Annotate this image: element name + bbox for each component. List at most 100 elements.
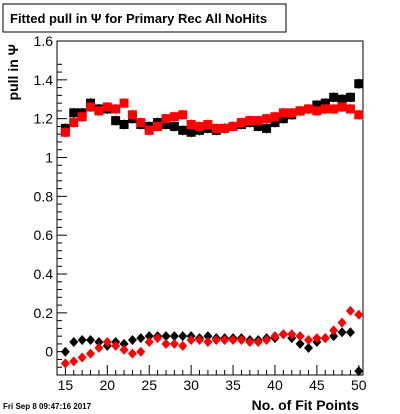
square-marker bbox=[127, 110, 137, 120]
square-marker bbox=[354, 79, 364, 89]
y-tick-label: 0.4 bbox=[34, 266, 54, 282]
diamond-marker bbox=[153, 333, 163, 344]
diamond-marker bbox=[69, 356, 79, 367]
diamond-marker bbox=[304, 335, 314, 346]
x-tick-label: 45 bbox=[309, 377, 325, 393]
diamond-marker bbox=[304, 342, 314, 353]
square-marker bbox=[153, 121, 163, 131]
diamond-marker bbox=[144, 336, 154, 347]
diamond-marker bbox=[102, 336, 112, 347]
square-marker bbox=[69, 118, 79, 128]
x-tick-label: 50 bbox=[351, 377, 367, 393]
square-marker bbox=[203, 120, 213, 129]
y-tick-label: 1.4 bbox=[34, 72, 54, 88]
square-marker bbox=[337, 102, 347, 112]
square-marker bbox=[195, 121, 205, 131]
square-marker bbox=[211, 123, 221, 133]
diamond-marker bbox=[144, 331, 154, 342]
square-marker bbox=[287, 108, 297, 118]
square-marker bbox=[354, 110, 364, 120]
square-marker bbox=[329, 92, 339, 102]
square-marker bbox=[320, 104, 330, 114]
square-marker bbox=[345, 92, 355, 102]
x-tick-label: 30 bbox=[183, 377, 199, 393]
diamond-marker bbox=[262, 335, 272, 346]
square-marker bbox=[119, 120, 129, 129]
square-marker bbox=[186, 120, 196, 129]
diamond-marker bbox=[161, 331, 171, 342]
square-marker bbox=[111, 104, 121, 114]
square-marker bbox=[60, 127, 70, 137]
timestamp: Fri Sep 8 09:47:16 2017 bbox=[3, 402, 92, 411]
diamond-marker bbox=[169, 331, 179, 342]
x-tick-label: 35 bbox=[225, 377, 241, 393]
square-marker bbox=[111, 116, 121, 126]
title-box bbox=[2, 3, 287, 33]
square-marker bbox=[178, 110, 188, 120]
square-marker bbox=[312, 100, 322, 110]
diamond-marker bbox=[77, 352, 87, 363]
y-tick-label: 1.2 bbox=[34, 111, 54, 127]
diamond-marker bbox=[94, 342, 104, 353]
diamond-marker bbox=[312, 333, 322, 344]
diamond-marker bbox=[295, 338, 305, 349]
y-tick-label: 0.8 bbox=[34, 188, 54, 204]
chart-title: Fitted pull in Ψ for Primary Rec All NoH… bbox=[10, 11, 267, 26]
diamond-marker bbox=[136, 333, 146, 344]
square-marker bbox=[77, 112, 87, 122]
diamond-marker bbox=[329, 331, 339, 342]
square-marker bbox=[161, 120, 171, 129]
diamond-marker bbox=[127, 348, 137, 359]
diamond-marker bbox=[228, 335, 238, 346]
square-marker bbox=[337, 94, 347, 104]
square-marker bbox=[178, 125, 188, 135]
diamond-marker bbox=[127, 335, 137, 346]
diamond-marker bbox=[236, 335, 246, 346]
x-tick-label: 40 bbox=[267, 377, 283, 393]
axis-layer: 15 20 25 30 35 40 45 50 0 0.2 0.4 0.6 0.8 1 1.2 1.4 1.6 bbox=[34, 33, 367, 393]
square-marker bbox=[69, 108, 79, 118]
y-tick-label: 1 bbox=[45, 150, 53, 166]
square-marker bbox=[86, 102, 96, 112]
square-marker bbox=[270, 118, 280, 128]
diamond-marker bbox=[354, 309, 364, 320]
marker-layer bbox=[60, 78, 364, 377]
square-marker bbox=[253, 121, 263, 131]
square-marker bbox=[228, 121, 238, 131]
diamond-marker bbox=[169, 338, 179, 349]
diamond-marker bbox=[354, 366, 364, 377]
square-marker bbox=[102, 102, 112, 112]
square-marker bbox=[169, 112, 179, 122]
square-marker bbox=[304, 104, 314, 114]
diamond-marker bbox=[195, 335, 205, 346]
square-marker bbox=[278, 114, 288, 124]
square-marker bbox=[161, 114, 171, 124]
diamond-marker bbox=[77, 335, 87, 346]
diamond-marker bbox=[278, 329, 288, 340]
diamond-marker bbox=[211, 335, 221, 346]
diamond-marker bbox=[178, 331, 188, 342]
diamond-marker bbox=[178, 340, 188, 351]
diamond-marker bbox=[337, 327, 347, 338]
diamond-marker bbox=[345, 305, 355, 316]
square-marker bbox=[320, 98, 330, 108]
square-marker bbox=[278, 108, 288, 118]
square-marker bbox=[245, 116, 255, 126]
square-marker bbox=[295, 106, 305, 116]
diamond-marker bbox=[203, 336, 213, 347]
diamond-marker bbox=[220, 335, 230, 346]
diamond-marker bbox=[253, 336, 263, 347]
square-marker bbox=[94, 106, 104, 116]
diamond-marker bbox=[203, 331, 213, 342]
y-tick-label: 0.2 bbox=[34, 305, 54, 321]
square-marker bbox=[119, 98, 129, 108]
diamond-marker bbox=[161, 338, 171, 349]
square-marker bbox=[144, 125, 154, 135]
diamond-marker bbox=[345, 327, 355, 338]
diamond-marker bbox=[329, 325, 339, 336]
square-marker bbox=[220, 123, 230, 133]
diamond-marker bbox=[295, 331, 305, 342]
diamond-marker bbox=[111, 340, 121, 351]
square-marker bbox=[236, 118, 246, 128]
